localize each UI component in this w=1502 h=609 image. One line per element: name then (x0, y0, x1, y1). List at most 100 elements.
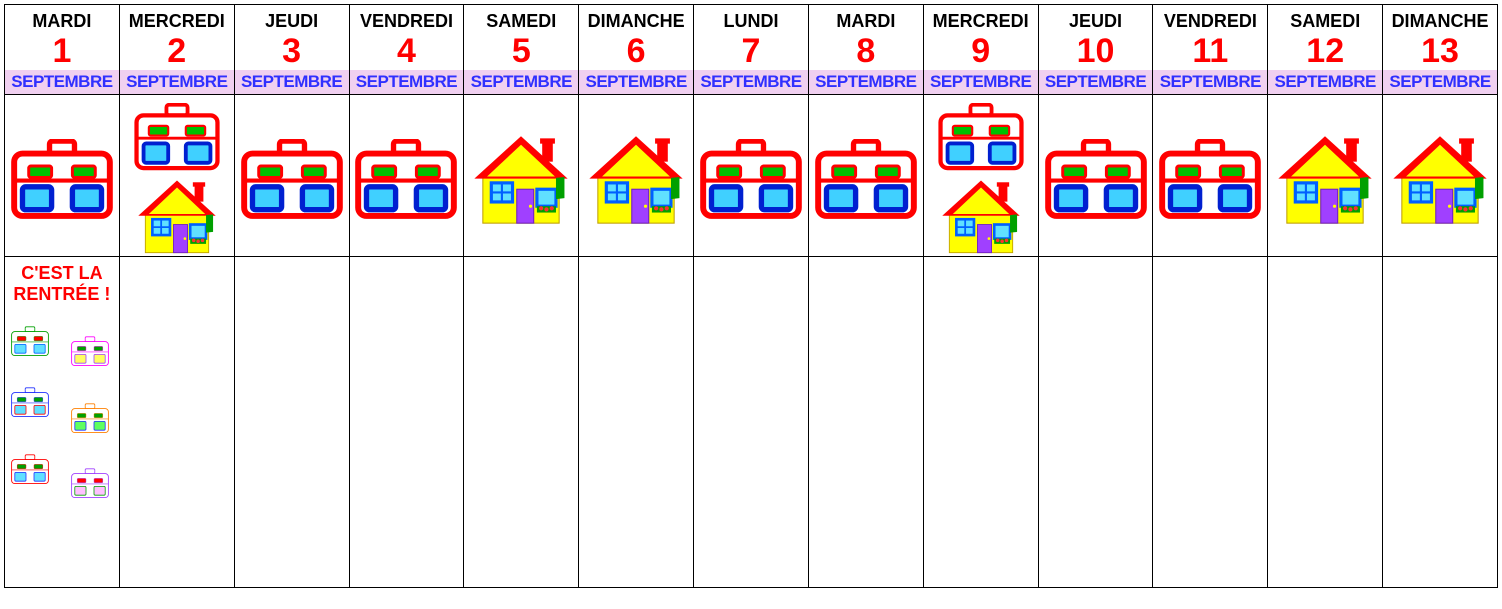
day-header-cell: VENDREDI 11 SEPTEMBRE (1153, 5, 1268, 95)
schoolbag-icon (10, 454, 50, 485)
day-name: MERCREDI (120, 5, 234, 34)
day-icon-cell (1383, 95, 1498, 257)
house-icon (1272, 132, 1378, 227)
month-label: SEPTEMBRE (694, 70, 808, 94)
day-bottom-cell (1153, 256, 1268, 587)
schoolbag-icon (10, 326, 50, 357)
day-icon-cell (464, 95, 579, 257)
day-number: 2 (120, 34, 234, 70)
day-number: 8 (809, 34, 923, 70)
schoolbag-icon (10, 387, 50, 418)
schoolbag-icon (70, 468, 110, 499)
day-name: JEUDI (1039, 5, 1153, 34)
schoolbag-icon (937, 103, 1025, 172)
day-name: MARDI (5, 5, 119, 34)
day-number: 3 (235, 34, 349, 70)
day-name: VENDREDI (1153, 5, 1267, 34)
day-bottom-cell (694, 256, 809, 587)
day-name: MERCREDI (924, 5, 1038, 34)
schoolbag-icon (70, 336, 110, 367)
day-name: JEUDI (235, 5, 349, 34)
day-number: 1 (5, 34, 119, 70)
day-bottom-cell (349, 256, 464, 587)
day-name: DIMANCHE (579, 5, 693, 34)
month-label: SEPTEMBRE (350, 70, 464, 94)
day-icon-cell (1153, 95, 1268, 257)
day-header-cell: JEUDI 10 SEPTEMBRE (1038, 5, 1153, 95)
day-header-cell: SAMEDI 12 SEPTEMBRE (1268, 5, 1383, 95)
day-header-cell: MARDI 1 SEPTEMBRE (5, 5, 120, 95)
month-label: SEPTEMBRE (235, 70, 349, 94)
day-header-cell: DIMANCHE 6 SEPTEMBRE (579, 5, 694, 95)
schoolbag-icon (10, 139, 114, 220)
day-icon-cell (1268, 95, 1383, 257)
day-number: 12 (1268, 34, 1382, 70)
schoolbag-icon (1044, 139, 1148, 220)
day-icon-cell (1038, 95, 1153, 257)
schoolbag-icon (240, 139, 344, 220)
day-bottom-cell (808, 256, 923, 587)
month-label: SEPTEMBRE (1268, 70, 1382, 94)
day-bottom-cell (923, 256, 1038, 587)
month-label: SEPTEMBRE (924, 70, 1038, 94)
day-icon-cell (349, 95, 464, 257)
house-icon (1387, 132, 1493, 227)
house-icon (133, 177, 221, 256)
day-number: 6 (579, 34, 693, 70)
month-label: SEPTEMBRE (1153, 70, 1267, 94)
day-bottom-cell (1038, 256, 1153, 587)
day-name: MARDI (809, 5, 923, 34)
month-label: SEPTEMBRE (1383, 70, 1497, 94)
day-bottom-cell (119, 256, 234, 587)
day-header-cell: VENDREDI 4 SEPTEMBRE (349, 5, 464, 95)
calendar-table: MARDI 1 SEPTEMBRE MERCREDI 2 SEPTEMBRE J… (4, 4, 1498, 588)
schoolbag-icon (814, 139, 918, 220)
house-icon (583, 132, 689, 227)
day-header-cell: JEUDI 3 SEPTEMBRE (234, 5, 349, 95)
day-header-cell: MERCREDI 2 SEPTEMBRE (119, 5, 234, 95)
month-label: SEPTEMBRE (120, 70, 234, 94)
day-name: LUNDI (694, 5, 808, 34)
schoolbag-icon (354, 139, 458, 220)
day-icon-cell (5, 95, 120, 257)
day-icon-cell (579, 95, 694, 257)
house-icon (937, 177, 1025, 256)
month-label: SEPTEMBRE (579, 70, 693, 94)
day-number: 11 (1153, 34, 1267, 70)
day-icon-cell (119, 95, 234, 257)
day-name: SAMEDI (464, 5, 578, 34)
day-header-cell: MERCREDI 9 SEPTEMBRE (923, 5, 1038, 95)
day-number: 10 (1039, 34, 1153, 70)
day-bottom-cell (579, 256, 694, 587)
day-number: 13 (1383, 34, 1497, 70)
schoolbag-icon (1158, 139, 1262, 220)
day-number: 9 (924, 34, 1038, 70)
day-header-cell: LUNDI 7 SEPTEMBRE (694, 5, 809, 95)
schoolbag-icon (133, 103, 221, 172)
day-bottom-cell (1383, 256, 1498, 587)
month-label: SEPTEMBRE (5, 70, 119, 94)
day-number: 4 (350, 34, 464, 70)
rentree-text: C'EST LA RENTRÉE ! (5, 263, 119, 306)
day-icon-cell (694, 95, 809, 257)
day-icon-cell (923, 95, 1038, 257)
day-bottom-cell (464, 256, 579, 587)
day-bottom-cell (234, 256, 349, 587)
mini-bags (5, 326, 119, 500)
day-number: 5 (464, 34, 578, 70)
day-name: DIMANCHE (1383, 5, 1497, 34)
day-name: SAMEDI (1268, 5, 1382, 34)
schoolbag-icon (699, 139, 803, 220)
day-icon-cell (234, 95, 349, 257)
day-bottom-cell (1268, 256, 1383, 587)
schoolbag-icon (70, 403, 110, 434)
month-label: SEPTEMBRE (809, 70, 923, 94)
month-label: SEPTEMBRE (1039, 70, 1153, 94)
house-icon (468, 132, 574, 227)
day-header-cell: SAMEDI 5 SEPTEMBRE (464, 5, 579, 95)
day-name: VENDREDI (350, 5, 464, 34)
day-bottom-cell: C'EST LA RENTRÉE ! (5, 256, 120, 587)
day-number: 7 (694, 34, 808, 70)
day-header-cell: MARDI 8 SEPTEMBRE (808, 5, 923, 95)
day-icon-cell (808, 95, 923, 257)
